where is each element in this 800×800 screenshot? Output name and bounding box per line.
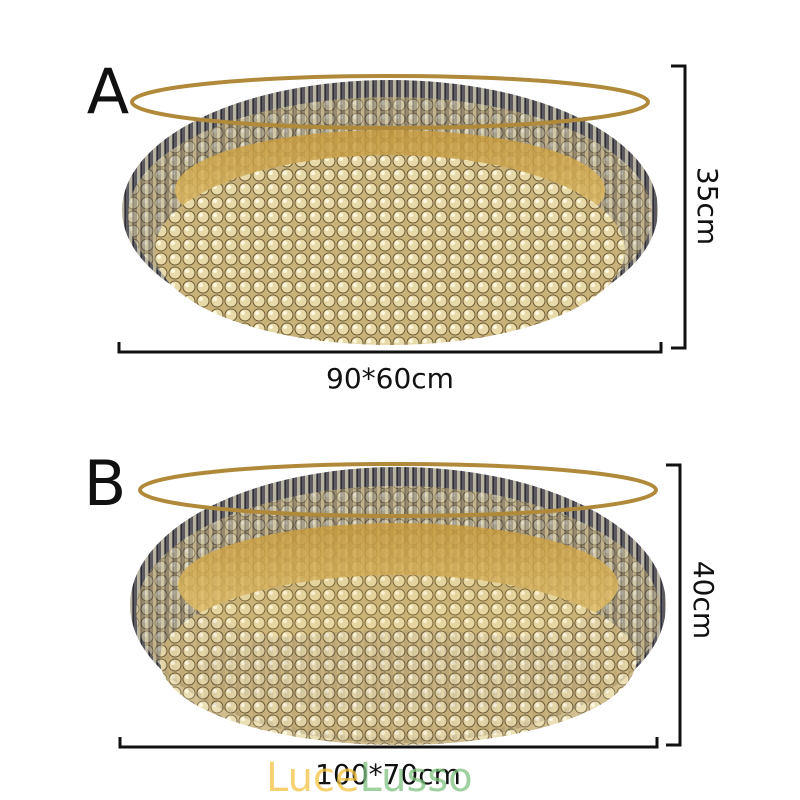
variant-label: B xyxy=(84,447,127,520)
width-label: 90*60cm xyxy=(326,362,454,395)
variant-label: A xyxy=(87,55,129,128)
chandelier-a xyxy=(122,74,658,345)
width-bracket xyxy=(117,342,663,354)
height-bracket xyxy=(671,64,687,350)
height-label: 40cm xyxy=(687,561,720,639)
chandelier-b xyxy=(130,462,666,745)
watermark-first: Luce xyxy=(266,755,360,800)
watermark: LuceLusso xyxy=(266,755,473,800)
width-bracket xyxy=(118,737,659,749)
width-label: 100*70cm xyxy=(315,758,461,791)
height-bracket xyxy=(666,463,682,747)
watermark-second: Lusso xyxy=(360,755,473,800)
height-label: 35cm xyxy=(691,167,724,245)
